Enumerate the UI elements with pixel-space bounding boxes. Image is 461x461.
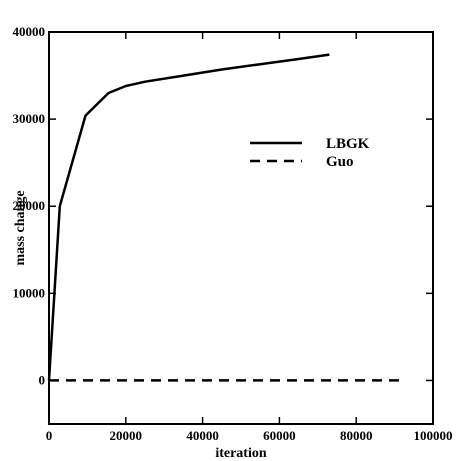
x-tick-label: 100000 [414, 428, 453, 443]
ticks [48, 31, 434, 424]
x-tick-label: 20000 [110, 428, 143, 443]
x-axis-title: iteration [215, 446, 267, 461]
series [47, 53, 403, 382]
y-axis-title: mass change [13, 190, 28, 265]
x-tick-label: 80000 [340, 428, 373, 443]
legend-label-guo: Guo [326, 154, 354, 170]
y-tick-label: 20000 [13, 198, 46, 213]
x-tick-label: 0 [46, 428, 53, 443]
plot-frame [48, 31, 434, 425]
y-tick-label: 10000 [13, 285, 46, 300]
y-tick-label: 40000 [13, 24, 46, 39]
legend-label-lbgk: LBGK [326, 136, 370, 152]
legend: LBGK Guo [250, 136, 370, 170]
tick-labels: 0 20000 40000 60000 80000 100000 0 10000 20000 30… [13, 24, 453, 443]
x-tick-label: 60000 [263, 428, 296, 443]
series-line-lbgk [47, 53, 330, 381]
y-tick-label: 30000 [13, 111, 46, 126]
y-tick-label: 0 [39, 372, 46, 387]
x-tick-label: 40000 [186, 428, 219, 443]
